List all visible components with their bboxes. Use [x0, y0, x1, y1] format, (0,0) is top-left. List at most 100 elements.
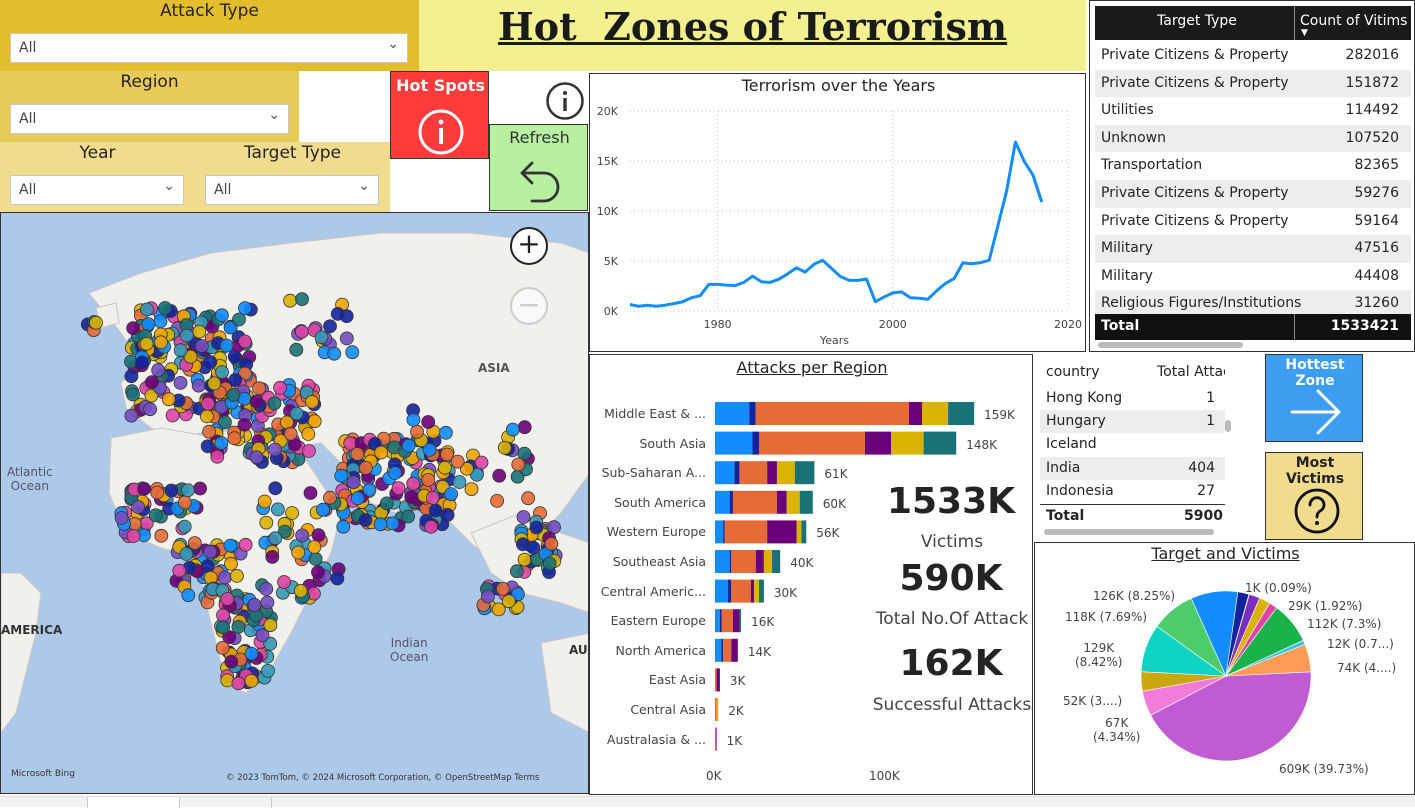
- bar-segment[interactable]: [948, 402, 975, 425]
- map-incident-marker[interactable]: [373, 517, 388, 532]
- map-incident-marker[interactable]: [517, 420, 532, 435]
- map-incident-marker[interactable]: [207, 376, 222, 391]
- map-incident-marker[interactable]: [173, 375, 188, 390]
- map-incident-marker[interactable]: [165, 408, 180, 423]
- map-incident-marker[interactable]: [214, 436, 229, 451]
- map-incident-marker[interactable]: [330, 571, 345, 586]
- map-incident-marker[interactable]: [401, 509, 416, 524]
- map-incident-marker[interactable]: [440, 447, 454, 462]
- map-incident-marker[interactable]: [220, 592, 235, 606]
- map-incident-marker[interactable]: [144, 388, 159, 403]
- map-incident-marker[interactable]: [301, 427, 316, 441]
- map-incident-marker[interactable]: [201, 396, 215, 411]
- map-incident-marker[interactable]: [226, 387, 241, 402]
- map-incident-marker[interactable]: [114, 511, 129, 525]
- attacks-col-header[interactable]: Total Attac: [1157, 364, 1225, 380]
- map-incident-marker[interactable]: [517, 552, 532, 567]
- bar-segment[interactable]: [908, 402, 923, 425]
- map-incident-marker[interactable]: [267, 396, 282, 411]
- map-incident-marker[interactable]: [295, 528, 310, 543]
- bar-segment[interactable]: [799, 490, 813, 514]
- map-incident-marker[interactable]: [238, 301, 252, 316]
- bar-segment[interactable]: [723, 638, 732, 662]
- zoom-in-button[interactable]: +: [510, 227, 548, 265]
- map-incident-marker[interactable]: [345, 345, 360, 360]
- bar-segment[interactable]: [715, 727, 717, 751]
- bar-segment[interactable]: [734, 461, 740, 485]
- map-incident-marker[interactable]: [521, 491, 535, 506]
- map-incident-marker[interactable]: [192, 324, 207, 339]
- map-incident-marker[interactable]: [511, 457, 526, 472]
- attacks-line-series[interactable]: [629, 140, 1044, 308]
- bar-segment[interactable]: [715, 698, 717, 721]
- bar-segment[interactable]: [729, 550, 732, 573]
- map-incident-marker[interactable]: [303, 486, 318, 500]
- bar-segment[interactable]: [786, 490, 800, 514]
- bar-segment[interactable]: [767, 461, 777, 485]
- map-incident-marker[interactable]: [231, 676, 246, 691]
- map-incident-marker[interactable]: [305, 394, 319, 409]
- map-incident-marker[interactable]: [203, 544, 218, 559]
- map-incident-marker[interactable]: [181, 588, 196, 603]
- map-incident-marker[interactable]: [336, 519, 351, 534]
- map-incident-marker[interactable]: [216, 608, 230, 623]
- bar-segment[interactable]: [715, 431, 753, 455]
- map-incident-marker[interactable]: [459, 461, 474, 476]
- bar-segment[interactable]: [724, 520, 768, 544]
- info-icon[interactable]: [545, 81, 585, 121]
- bar-segment[interactable]: [731, 579, 751, 603]
- map-incident-marker[interactable]: [263, 618, 278, 633]
- map-incident-marker[interactable]: [327, 346, 342, 361]
- bar-segment[interactable]: [715, 727, 716, 751]
- map-incident-marker[interactable]: [177, 495, 192, 510]
- map-incident-marker[interactable]: [191, 378, 206, 393]
- bar-segment[interactable]: [776, 490, 787, 514]
- most-victims-button[interactable]: Most Victims: [1265, 452, 1363, 540]
- bar-segment[interactable]: [728, 579, 732, 603]
- country-vscrollbar[interactable]: [1225, 420, 1231, 432]
- table-row[interactable]: Private Citizens & Property 151872: [1095, 69, 1411, 98]
- bar-segment[interactable]: [759, 431, 865, 455]
- map-incident-marker[interactable]: [259, 515, 274, 530]
- map-incident-marker[interactable]: [244, 646, 259, 661]
- map-incident-marker[interactable]: [339, 331, 354, 346]
- bar-segment[interactable]: [731, 638, 738, 662]
- table-row[interactable]: Transportation 82365: [1095, 152, 1411, 180]
- bar-segment[interactable]: [754, 579, 760, 603]
- map-incident-marker[interactable]: [358, 513, 373, 527]
- map-incident-marker[interactable]: [283, 293, 298, 308]
- map-incident-marker[interactable]: [216, 620, 231, 635]
- map-incident-marker[interactable]: [126, 387, 140, 402]
- map-incident-marker[interactable]: [161, 392, 176, 407]
- map-incident-marker[interactable]: [307, 414, 322, 429]
- map-incident-marker[interactable]: [323, 319, 337, 334]
- map-incident-marker[interactable]: [491, 602, 506, 617]
- map-incident-marker[interactable]: [421, 472, 436, 487]
- map-incident-marker[interactable]: [177, 519, 192, 534]
- table-row[interactable]: Military 47516: [1095, 235, 1411, 263]
- map-incident-marker[interactable]: [268, 531, 283, 546]
- map-incident-marker[interactable]: [268, 481, 283, 496]
- map-incident-marker[interactable]: [131, 500, 146, 514]
- bar-segment[interactable]: [715, 668, 717, 692]
- map-incident-marker[interactable]: [153, 314, 168, 329]
- bar-segment[interactable]: [715, 579, 729, 603]
- page-tab[interactable]: [88, 797, 180, 808]
- bar-segment[interactable]: [749, 402, 756, 425]
- bar-segment[interactable]: [715, 609, 720, 633]
- map-incident-marker[interactable]: [148, 508, 163, 523]
- map-incident-marker[interactable]: [180, 483, 195, 498]
- bar-segment[interactable]: [922, 402, 949, 425]
- map-incident-marker[interactable]: [425, 490, 440, 505]
- map-incident-marker[interactable]: [143, 402, 158, 417]
- table-row[interactable]: India 404: [1040, 456, 1225, 480]
- map-incident-marker[interactable]: [464, 482, 479, 497]
- bar-segment[interactable]: [721, 609, 733, 633]
- bar-segment[interactable]: [715, 638, 722, 662]
- map-incident-marker[interactable]: [222, 630, 237, 645]
- map-incident-marker[interactable]: [194, 339, 209, 353]
- map-incident-marker[interactable]: [200, 439, 215, 454]
- map-incident-marker[interactable]: [126, 321, 141, 335]
- bar-segment[interactable]: [715, 550, 730, 573]
- pie-slice[interactable]: [1150, 671, 1312, 762]
